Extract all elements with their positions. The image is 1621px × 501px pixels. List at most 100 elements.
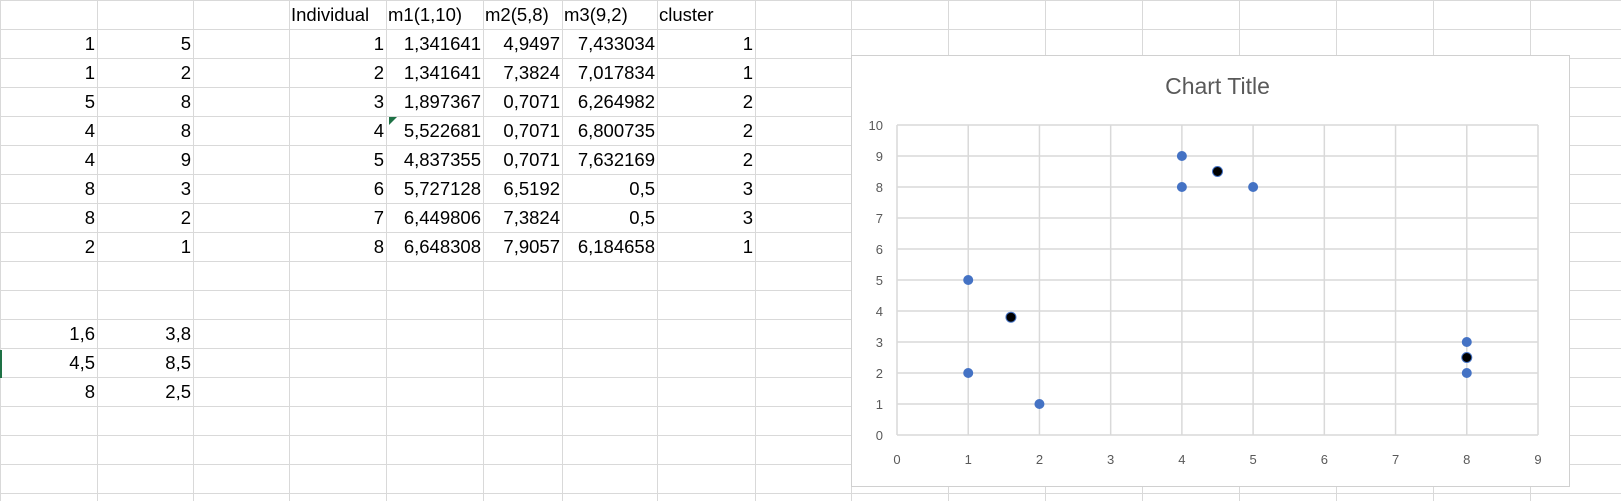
table-cell-m2[interactable]: 0,7071 — [503, 120, 560, 141]
table-cell-m1[interactable]: 5,522681 — [403, 120, 481, 141]
scatter-chart[interactable]: 0 1 2 3 4 5 6 7 8 9 10 0 1 2 3 4 5 6 7 8 9 Chart Title — [851, 55, 1570, 487]
point-y-cell[interactable]: 2 — [180, 62, 191, 83]
table-cell-m2[interactable]: 6,5192 — [503, 178, 560, 199]
point-x-cell[interactable]: 4 — [84, 149, 95, 170]
x-tick-label: 4 — [1178, 452, 1185, 467]
centroid-point-black — [1461, 352, 1473, 363]
x-tick-label: 7 — [1392, 452, 1399, 467]
x-tick-label: 9 — [1534, 452, 1541, 467]
data-point-blue — [1176, 151, 1187, 161]
table-cell-m1[interactable]: 4,837355 — [403, 149, 481, 170]
table-cell-individual[interactable]: 8 — [373, 236, 384, 257]
point-x-cell[interactable]: 1 — [84, 62, 95, 83]
y-tick-label: 6 — [876, 242, 883, 257]
table-cell-individual[interactable]: 5 — [373, 149, 384, 170]
x-tick-label: 2 — [1036, 452, 1043, 467]
point-y-cell[interactable]: 3 — [180, 178, 191, 199]
data-point-blue — [1461, 368, 1472, 378]
table-cell-cluster[interactable]: 1 — [742, 62, 753, 83]
point-x-cell[interactable]: 2 — [84, 236, 95, 257]
table-cell-individual[interactable]: 2 — [373, 62, 384, 83]
x-tick-label: 1 — [965, 452, 972, 467]
y-tick-label: 0 — [876, 428, 883, 443]
centroid-x-cell[interactable]: 8 — [84, 381, 95, 402]
point-y-cell[interactable]: 8 — [180, 120, 191, 141]
point-x-cell[interactable]: 8 — [84, 178, 95, 199]
data-point-blue — [1034, 399, 1045, 409]
y-tick-label: 3 — [876, 335, 883, 350]
point-y-cell[interactable]: 1 — [180, 236, 191, 257]
centroid-y-cell[interactable]: 8,5 — [165, 352, 191, 373]
centroid-y-cell[interactable]: 2,5 — [165, 381, 191, 402]
table-cell-m1[interactable]: 5,727128 — [403, 178, 481, 199]
table-cell-cluster[interactable]: 2 — [742, 91, 753, 112]
table-cell-cluster[interactable]: 2 — [742, 149, 753, 170]
data-point-blue — [963, 275, 974, 285]
table-cell-m1[interactable]: 1,341641 — [403, 62, 481, 83]
x-tick-label: 3 — [1107, 452, 1114, 467]
table-cell-m2[interactable]: 7,3824 — [503, 207, 560, 228]
y-tick-label: 8 — [876, 180, 883, 195]
data-point-blue — [1176, 182, 1187, 192]
x-tick-label: 6 — [1321, 452, 1328, 467]
table-cell-individual[interactable]: 6 — [373, 178, 384, 199]
table-cell-m2[interactable]: 0,7071 — [503, 149, 560, 170]
centroid-point-black — [1005, 311, 1017, 323]
table-cell-m1[interactable]: 1,897367 — [403, 91, 481, 112]
table-cell-m1[interactable]: 6,449806 — [403, 207, 481, 228]
header-cell-m2[interactable]: m2(5,8) — [485, 4, 549, 25]
y-tick-label: 2 — [876, 366, 883, 381]
table-cell-cluster[interactable]: 2 — [742, 120, 753, 141]
table-cell-m3[interactable]: 7,632169 — [577, 149, 655, 170]
y-tick-label: 5 — [876, 273, 883, 288]
table-cell-m3[interactable]: 6,264982 — [577, 91, 655, 112]
table-cell-individual[interactable]: 3 — [373, 91, 384, 112]
table-cell-m3[interactable]: 6,184658 — [577, 236, 655, 257]
table-cell-cluster[interactable]: 1 — [742, 236, 753, 257]
header-cell-m3[interactable]: m3(9,2) — [564, 4, 628, 25]
y-tick-label: 10 — [869, 118, 883, 133]
table-cell-cluster[interactable]: 1 — [742, 33, 753, 54]
centroid-x-cell[interactable]: 4,5 — [69, 352, 95, 373]
point-y-cell[interactable]: 2 — [180, 207, 191, 228]
point-x-cell[interactable]: 8 — [84, 207, 95, 228]
centroid-y-cell[interactable]: 3,8 — [165, 323, 191, 344]
table-cell-m2[interactable]: 7,9057 — [503, 236, 560, 257]
chart-title: Chart Title — [1165, 73, 1270, 99]
chart-plot-area: 0 1 2 3 4 5 6 7 8 9 10 0 1 2 3 4 5 6 7 8 9 Chart Title — [869, 73, 1542, 467]
y-tick-label: 9 — [876, 149, 883, 164]
table-cell-m3[interactable]: 6,800735 — [577, 120, 655, 141]
table-cell-cluster[interactable]: 3 — [742, 178, 753, 199]
table-cell-cluster[interactable]: 3 — [742, 207, 753, 228]
table-cell-m2[interactable]: 4,9497 — [503, 33, 560, 54]
y-tick-label: 7 — [876, 211, 883, 226]
point-x-cell[interactable]: 1 — [84, 33, 95, 54]
centroid-x-cell[interactable]: 1,6 — [69, 323, 95, 344]
table-cell-m2[interactable]: 7,3824 — [503, 62, 560, 83]
point-x-cell[interactable]: 5 — [84, 91, 95, 112]
centroid-point-black — [1212, 166, 1223, 177]
y-tick-label: 1 — [876, 397, 883, 412]
active-row-marker — [0, 350, 2, 378]
table-cell-m3[interactable]: 0,5 — [629, 207, 655, 228]
point-y-cell[interactable]: 5 — [180, 33, 191, 54]
table-cell-individual[interactable]: 7 — [373, 207, 384, 228]
header-cell-cluster[interactable]: cluster — [659, 4, 714, 25]
point-y-cell[interactable]: 9 — [180, 149, 191, 170]
y-tick-label: 4 — [876, 304, 883, 319]
point-y-cell[interactable]: 8 — [180, 91, 191, 112]
data-point-blue — [1461, 337, 1472, 347]
table-cell-m1[interactable]: 1,341641 — [403, 33, 481, 54]
table-cell-m3[interactable]: 7,433034 — [577, 33, 655, 54]
point-x-cell[interactable]: 4 — [84, 120, 95, 141]
table-cell-individual[interactable]: 4 — [373, 120, 384, 141]
x-tick-label: 8 — [1463, 452, 1470, 467]
table-cell-m3[interactable]: 0,5 — [629, 178, 655, 199]
table-cell-individual[interactable]: 1 — [373, 33, 384, 54]
header-cell-m1[interactable]: m1(1,10) — [388, 4, 463, 25]
table-cell-m1[interactable]: 6,648308 — [403, 236, 481, 257]
table-cell-m3[interactable]: 7,017834 — [577, 62, 655, 83]
x-tick-label: 0 — [893, 452, 900, 467]
header-cell-individual[interactable]: Individual — [291, 4, 370, 25]
table-cell-m2[interactable]: 0,7071 — [503, 91, 560, 112]
